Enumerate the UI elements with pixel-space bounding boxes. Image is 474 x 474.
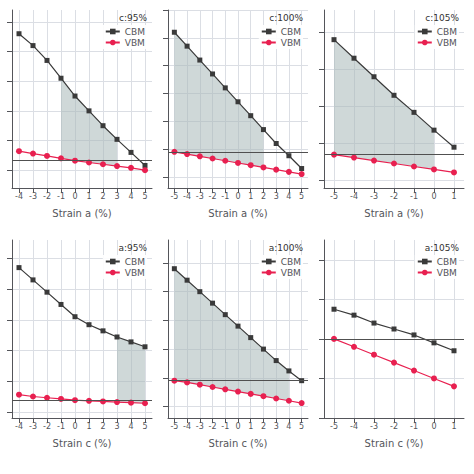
svg-text:Strain c (%): Strain c (%) <box>209 438 268 449</box>
svg-text:3: 3 <box>274 422 279 431</box>
svg-text:Strain a (%): Strain a (%) <box>208 208 268 219</box>
svg-text:-4: -4 <box>15 192 23 201</box>
svg-text:-5: -5 <box>170 422 178 431</box>
svg-text:1: 1 <box>248 192 253 201</box>
svg-text:c:100%: c:100% <box>269 13 303 23</box>
svg-text:CBM: CBM <box>281 27 301 37</box>
svg-text:-1: -1 <box>410 422 418 431</box>
svg-text:1: 1 <box>451 192 456 201</box>
svg-text:5: 5 <box>299 422 304 431</box>
svg-text:-3: -3 <box>29 192 37 201</box>
svg-text:3: 3 <box>114 192 119 201</box>
svg-text:-3: -3 <box>370 422 378 431</box>
svg-text:4: 4 <box>286 422 291 431</box>
svg-text:5: 5 <box>142 422 147 431</box>
svg-text:-3: -3 <box>370 192 378 201</box>
svg-text:VBM: VBM <box>125 38 145 48</box>
svg-text:VBM: VBM <box>437 38 457 48</box>
svg-text:4: 4 <box>128 422 133 431</box>
svg-text:CBM: CBM <box>125 27 145 37</box>
svg-text:-4: -4 <box>350 422 358 431</box>
svg-text:-4: -4 <box>350 192 358 201</box>
svg-text:-3: -3 <box>196 192 204 201</box>
svg-text:4: 4 <box>128 192 133 201</box>
svg-text:-1: -1 <box>57 192 65 201</box>
svg-text:-3: -3 <box>196 422 204 431</box>
svg-text:Strain c (%): Strain c (%) <box>365 438 424 449</box>
svg-text:-1: -1 <box>221 192 229 201</box>
svg-text:0: 0 <box>235 192 240 201</box>
svg-text:-3: -3 <box>29 422 37 431</box>
svg-text:a:95%: a:95% <box>118 243 147 253</box>
svg-text:0: 0 <box>431 422 436 431</box>
svg-text:2: 2 <box>100 192 105 201</box>
svg-text:-2: -2 <box>43 192 51 201</box>
svg-text:Strain a (%): Strain a (%) <box>364 208 424 219</box>
svg-text:CBM: CBM <box>437 257 457 267</box>
svg-text:c:105%: c:105% <box>425 13 459 23</box>
svg-text:-4: -4 <box>183 422 191 431</box>
svg-text:3: 3 <box>114 422 119 431</box>
svg-text:1: 1 <box>86 422 91 431</box>
svg-text:2: 2 <box>261 192 266 201</box>
svg-text:5: 5 <box>299 192 304 201</box>
svg-text:-5: -5 <box>330 422 338 431</box>
svg-text:0: 0 <box>431 192 436 201</box>
svg-text:CBM: CBM <box>437 27 457 37</box>
svg-text:Strain c (%): Strain c (%) <box>53 438 112 449</box>
svg-text:VBM: VBM <box>281 38 301 48</box>
svg-text:CBM: CBM <box>281 257 301 267</box>
svg-text:VBM: VBM <box>281 268 301 278</box>
svg-text:a:105%: a:105% <box>425 243 460 253</box>
svg-text:-4: -4 <box>183 192 191 201</box>
svg-text:VBM: VBM <box>125 268 145 278</box>
svg-text:0: 0 <box>235 422 240 431</box>
svg-text:VBM: VBM <box>437 268 457 278</box>
svg-text:-2: -2 <box>390 192 398 201</box>
svg-text:-5: -5 <box>330 192 338 201</box>
svg-text:5: 5 <box>142 192 147 201</box>
svg-text:-2: -2 <box>209 422 217 431</box>
svg-text:1: 1 <box>86 192 91 201</box>
svg-text:3: 3 <box>274 192 279 201</box>
svg-text:2: 2 <box>100 422 105 431</box>
svg-text:a:100%: a:100% <box>269 243 304 253</box>
svg-text:-4: -4 <box>15 422 23 431</box>
svg-text:-2: -2 <box>209 192 217 201</box>
svg-text:0: 0 <box>72 422 77 431</box>
svg-text:-1: -1 <box>57 422 65 431</box>
svg-text:2: 2 <box>261 422 266 431</box>
svg-text:CBM: CBM <box>125 257 145 267</box>
svg-text:1: 1 <box>451 422 456 431</box>
svg-text:0: 0 <box>72 192 77 201</box>
svg-text:1: 1 <box>248 422 253 431</box>
svg-text:-5: -5 <box>170 192 178 201</box>
svg-text:-2: -2 <box>43 422 51 431</box>
svg-text:-2: -2 <box>390 422 398 431</box>
svg-text:Strain a (%): Strain a (%) <box>52 208 112 219</box>
svg-text:-1: -1 <box>410 192 418 201</box>
svg-text:c:95%: c:95% <box>119 13 147 23</box>
svg-text:4: 4 <box>286 192 291 201</box>
svg-text:-1: -1 <box>221 422 229 431</box>
